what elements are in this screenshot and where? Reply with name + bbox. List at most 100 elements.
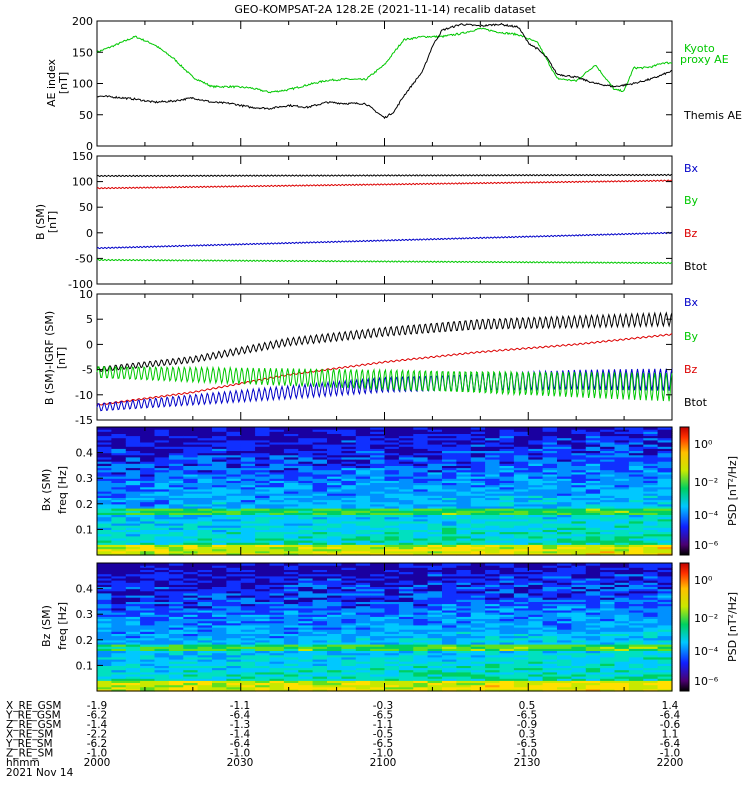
spec-cell	[283, 575, 299, 579]
spec-cell	[528, 618, 544, 622]
spec-cell	[384, 497, 400, 501]
spec-cell	[442, 429, 457, 432]
spec-cell	[111, 661, 127, 664]
spec-cell	[470, 682, 486, 686]
spec-cell	[442, 661, 457, 664]
spec-cell	[111, 616, 127, 619]
spec-cell	[528, 580, 544, 583]
spec-cell	[312, 686, 328, 690]
spec-cell	[312, 493, 328, 496]
spec-cell	[528, 508, 544, 511]
spec-cell	[643, 659, 659, 662]
spec-cell	[614, 605, 630, 609]
spec-cell	[528, 550, 544, 554]
spec-cell	[542, 531, 558, 535]
spec-cell	[442, 584, 457, 587]
spec-cell	[283, 622, 299, 626]
spec-cell	[255, 567, 271, 570]
spec-cell	[140, 577, 156, 581]
spec-cell	[341, 463, 357, 466]
spec-cell	[456, 520, 472, 524]
spec-cell	[557, 433, 572, 437]
spec-cell	[226, 678, 242, 681]
spec-cell	[485, 618, 501, 622]
spec-cell	[499, 482, 515, 486]
spec-cell	[269, 533, 285, 537]
spec-cell	[212, 482, 227, 486]
spec-cell	[197, 646, 213, 649]
spec-cell	[298, 441, 314, 445]
spec-cell	[341, 454, 357, 458]
spec-cell	[470, 439, 486, 443]
spec-cell	[111, 597, 127, 600]
spec-cell	[528, 448, 544, 451]
spec-cell	[485, 510, 501, 513]
spec-cell	[628, 663, 644, 666]
spec-cell	[456, 616, 472, 619]
spec-cell	[255, 599, 271, 602]
spec-cell	[197, 639, 213, 643]
spec-cell	[413, 678, 429, 681]
spec-cell	[413, 616, 429, 619]
spec-cell	[614, 499, 630, 503]
spec-cell	[370, 461, 386, 464]
spec-cell	[628, 567, 644, 570]
spec-cell	[585, 527, 601, 530]
spec-cell	[571, 529, 587, 533]
spec-cell	[140, 439, 156, 443]
spec-cell	[370, 446, 386, 449]
spec-cell	[398, 540, 414, 543]
spec-cell	[370, 516, 386, 520]
spec-cell	[456, 661, 472, 664]
spec-cell	[643, 499, 659, 503]
spec-cell	[528, 612, 544, 615]
spec-cell	[240, 620, 256, 624]
spec-cell	[97, 680, 112, 683]
spec-cell	[542, 678, 558, 681]
spec-cell	[111, 540, 127, 543]
spec-cell	[470, 656, 486, 660]
spec-cell	[485, 597, 501, 600]
spec-cell	[341, 469, 357, 473]
spec-cell	[398, 531, 414, 535]
spec-cell	[97, 499, 112, 503]
spec-cell	[600, 456, 616, 460]
spec-cell	[97, 656, 112, 660]
spec-cell	[643, 614, 659, 617]
spec-cell	[456, 659, 472, 662]
spec-cell	[183, 650, 199, 654]
spec-cell	[413, 601, 429, 605]
spec-cell	[111, 648, 127, 651]
spec-cell	[355, 686, 371, 690]
spec-cell	[327, 546, 342, 550]
spec-cell	[240, 493, 256, 496]
spec-cell	[312, 525, 328, 528]
spec-cell	[456, 527, 472, 530]
spec-cell	[312, 622, 328, 626]
spec-cell	[312, 461, 328, 464]
spec-cell	[571, 542, 587, 545]
spec-cell	[97, 550, 112, 554]
spec-cell	[212, 427, 227, 430]
spec-cell	[298, 595, 314, 598]
spec-cell	[628, 527, 644, 530]
spec-cell	[442, 650, 457, 654]
spec-cell	[226, 542, 242, 545]
spec-cell	[140, 603, 156, 607]
spec-cell	[384, 482, 400, 486]
spec-cell	[312, 501, 328, 505]
spec-cell	[413, 656, 429, 660]
spec-cell	[312, 471, 328, 475]
spec-cell	[183, 580, 199, 583]
spec-cell	[557, 684, 572, 688]
spec-cell	[585, 484, 601, 488]
spec-cell	[154, 631, 170, 634]
spec-cell	[557, 486, 572, 490]
spec-cell	[168, 633, 184, 637]
spec-cell	[255, 486, 271, 490]
spec-cell	[485, 633, 501, 637]
spec-cell	[212, 516, 227, 520]
spec-cell	[283, 518, 299, 522]
spec-cell	[413, 637, 429, 641]
spec-cell	[355, 450, 371, 454]
